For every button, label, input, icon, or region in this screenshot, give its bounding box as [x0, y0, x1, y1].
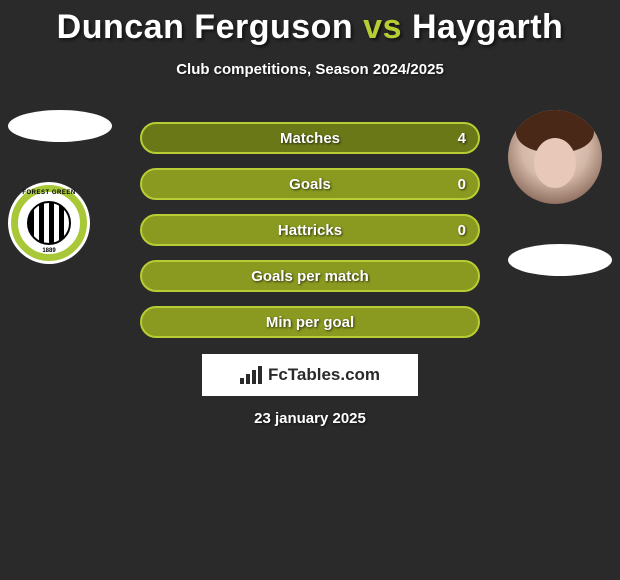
bars-icon	[240, 366, 262, 384]
title-player2: Haygarth	[412, 8, 563, 46]
stat-bar-goals-per-match: Goals per match	[140, 260, 480, 292]
badge-bottom-text: 1889	[42, 248, 55, 254]
title-player1: Duncan Ferguson	[57, 8, 354, 46]
branding-text: FcTables.com	[268, 365, 380, 385]
stat-label: Hattricks	[278, 222, 342, 239]
stat-label: Matches	[280, 130, 340, 147]
stat-value-right: 0	[458, 222, 466, 239]
stats-list: Matches 4 Goals 0 Hattricks 0 Goals per …	[140, 122, 480, 352]
title-vs: vs	[363, 8, 402, 46]
player2-club-placeholder	[508, 244, 612, 276]
player2-column	[508, 110, 612, 276]
stat-bar-min-per-goal: Min per goal	[140, 306, 480, 338]
player1-column: FOREST GREEN 1889	[8, 110, 112, 264]
stat-bar-goals: Goals 0	[140, 168, 480, 200]
comparison-title: Duncan Ferguson vs Haygarth	[0, 0, 620, 47]
stat-value-right: 4	[458, 130, 466, 147]
stat-bar-hattricks: Hattricks 0	[140, 214, 480, 246]
badge-top-text: FOREST GREEN	[22, 190, 75, 196]
subtitle: Club competitions, Season 2024/2025	[0, 61, 620, 78]
stat-bar-matches: Matches 4	[140, 122, 480, 154]
player2-photo	[508, 110, 602, 204]
stat-label: Min per goal	[266, 314, 354, 331]
branding-link[interactable]: FcTables.com	[202, 354, 418, 396]
stat-value-right: 0	[458, 176, 466, 193]
player1-club-badge: FOREST GREEN 1889	[8, 182, 90, 264]
stat-label: Goals	[289, 176, 331, 193]
date-text: 23 january 2025	[0, 410, 620, 427]
player1-photo-placeholder	[8, 110, 112, 142]
stat-label: Goals per match	[251, 268, 369, 285]
